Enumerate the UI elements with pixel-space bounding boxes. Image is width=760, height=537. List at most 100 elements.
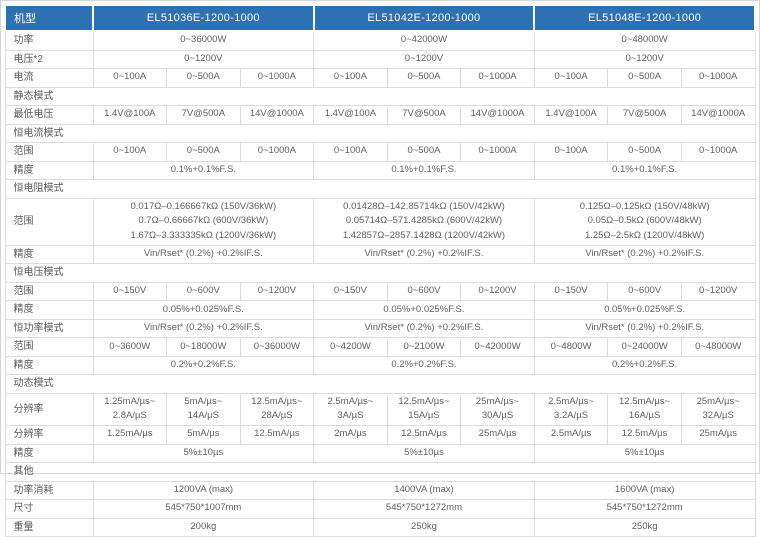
spec-value-cell: 12.5mA/µs <box>607 425 682 445</box>
row-label: 分辨率 <box>4 392 94 427</box>
table-row: 精度 0.05%+0.025%F.S. 0.05%+0.025%F.S. 0.05%+… <box>4 300 756 320</box>
spec-value-cell: 0~100A <box>313 68 388 88</box>
spec-value-cell: 0~3600W <box>92 337 168 357</box>
spec-value-cell: 0~1200V <box>92 49 315 69</box>
spec-value-cell: Vin/Rset* (0.2%) +0.2%IF.S. <box>533 318 756 339</box>
row-label: 范围 <box>4 281 94 302</box>
spec-value-cell: 0.05%+0.025%F.S. <box>92 300 315 320</box>
spec-value-cell: 0~500A <box>386 142 462 162</box>
spec-value-cell: 0.2%+0.2%F.S. <box>92 355 315 376</box>
table-row: 精度 0.2%+0.2%F.S. 0.2%+0.2%F.S. 0.2%+0.2%F.S… <box>4 355 756 376</box>
spec-value-cell: 14V@1000A <box>460 105 535 125</box>
spec-value-cell: 0~1200V <box>460 281 535 302</box>
spec-value-cell: 0~1000A <box>460 68 535 88</box>
spec-value-cell: 1.25mA/µs <box>92 425 168 445</box>
spec-value-cell: 0~100A <box>533 68 609 88</box>
spec-value-cell: 0~36000W <box>239 337 315 357</box>
row-label: 精度 <box>4 355 94 376</box>
spec-value-cell: 0~1200V <box>313 49 535 69</box>
row-label: 范围 <box>4 337 94 357</box>
spec-value-cell: 0.1%+0.1%F.S. <box>92 160 315 180</box>
spec-value-cell: 0~150V <box>313 281 388 302</box>
row-label: 电流 <box>4 68 94 88</box>
section-row: 动态模式 <box>4 374 756 394</box>
spec-value-cell: 7V@500A <box>166 105 241 125</box>
spec-value-cell: 25mA/µs~ 32A/µS <box>680 392 756 427</box>
table-row: 最低电压 1.4V@100A 7V@500A 14V@1000A 1.4V@100A 7V… <box>4 105 756 125</box>
spec-value-cell: 0~100A <box>92 68 168 88</box>
spec-value-cell: 545*750*1272mm <box>313 499 535 519</box>
spec-value-cell: 0~1000A <box>680 142 756 162</box>
spec-value-cell: 5mA/µs <box>166 425 241 445</box>
spec-value-cell: 0~100A <box>313 142 388 162</box>
spec-value-cell: 0~1000A <box>680 68 756 88</box>
section-row: 恒电流模式 <box>4 123 756 143</box>
spec-value-cell: 0~24000W <box>607 337 682 357</box>
row-label: 精度 <box>4 160 94 180</box>
row-label: 最低电压 <box>4 105 94 125</box>
spec-value-cell: 14V@1000A <box>239 105 315 125</box>
spec-value-cell: 0~1000A <box>239 142 315 162</box>
spec-value-cell: 0.1%+0.1%F.S. <box>533 160 756 180</box>
row-label: 精度 <box>4 443 94 464</box>
model-name-1: EL51036E-1200-1000 <box>92 4 315 32</box>
spec-value-cell: 0~48000W <box>680 337 756 357</box>
table-row: 精度 5%±10µs 5%±10µs 5%±10µs <box>4 443 756 464</box>
spec-value-cell: 0~4200W <box>313 337 388 357</box>
spec-value-cell: 2.5mA/µs~ 3.2A/µS <box>533 392 609 427</box>
table-row: 重量 200kg 250kg 250kg <box>4 517 756 537</box>
table-row: 精度 Vin/Rset* (0.2%) +0.2%IF.S. Vin/Rset* (… <box>4 244 756 265</box>
spec-value-cell: 0~600V <box>166 281 241 302</box>
model-name-3: EL51048E-1200-1000 <box>533 4 756 32</box>
spec-value-cell: Vin/Rset* (0.2%) +0.2%IF.S. <box>313 318 535 339</box>
spec-value-cell: 25mA/µs <box>680 425 756 445</box>
spec-value-cell: 1400VA (max) <box>313 480 535 501</box>
spec-value-cell: Vin/Rset* (0.2%) +0.2%IF.S. <box>92 244 315 265</box>
spec-value-cell: 0.125Ω–0.125kΩ (150V/48kW) 0.05Ω–0.5kΩ (… <box>533 197 756 246</box>
spec-value-cell: 0.2%+0.2%F.S. <box>313 355 535 376</box>
spec-value-cell: 1.4V@100A <box>92 105 168 125</box>
spec-table: 机型 EL51036E-1200-1000 EL51042E-1200-1000… <box>4 4 756 537</box>
section-row: 其他 <box>4 462 756 482</box>
spec-table-body: 功率 0~36000W 0~42000W 0~48000W 电压*2 0~1200V 0~1… <box>4 30 756 537</box>
spec-value-cell: 0.017Ω–0.166667kΩ (150V/36kW) 0.7Ω–0.666… <box>92 197 315 246</box>
section-label: 恒电流模式 <box>4 123 756 143</box>
spec-value-cell: Vin/Rset* (0.2%) +0.2%IF.S. <box>313 244 535 265</box>
spec-value-cell: 0~500A <box>386 68 462 88</box>
spec-value-cell: 12.5mA/µs~ 15A/µS <box>386 392 462 427</box>
table-row: 分辨率 1.25mA/µs~ 2.8A/µS 5mA/µs~ 14A/µS 12.5m… <box>4 392 756 427</box>
row-label: 范围 <box>4 142 94 162</box>
section-label: 其他 <box>4 462 756 482</box>
spec-value-cell: 200kg <box>92 517 315 537</box>
spec-value-cell: 0~600V <box>607 281 682 302</box>
spec-value-cell: 1200VA (max) <box>92 480 315 501</box>
spec-value-cell: 2.5mA/µs <box>533 425 609 445</box>
spec-value-cell: 0.2%+0.2%F.S. <box>533 355 756 376</box>
model-name-2: EL51042E-1200-1000 <box>312 4 536 32</box>
spec-value-cell: 545*750*1272mm <box>533 499 756 519</box>
section-label: 恒电压模式 <box>4 263 756 283</box>
spec-value-cell: 0~42000W <box>460 337 535 357</box>
spec-value-cell: 250kg <box>313 517 535 537</box>
table-row: 分辨率 1.25mA/µs 5mA/µs 12.5mA/µs 2mA/µs 12.5mA/… <box>4 425 756 445</box>
section-row: 恒电阻模式 <box>4 179 756 199</box>
spec-value-cell: 0~4800W <box>533 337 609 357</box>
spec-value-cell: 0~1000A <box>460 142 535 162</box>
spec-value-cell: 12.5mA/µs <box>239 425 315 445</box>
spec-value-cell: 0~1000A <box>239 68 315 88</box>
spec-value-cell: 0~100A <box>533 142 609 162</box>
spec-value-cell: 2mA/µs <box>313 425 388 445</box>
row-label: 重量 <box>4 517 94 537</box>
spec-value-cell: Vin/Rset* (0.2%) +0.2%IF.S. <box>533 244 756 265</box>
row-label: 精度 <box>4 300 94 320</box>
spec-value-cell: 0~500A <box>607 68 682 88</box>
row-label: 分辨率 <box>4 425 94 445</box>
spec-value-cell: 12.5mA/µs~ 28A/µS <box>239 392 315 427</box>
spec-value-cell: 0~1200V <box>239 281 315 302</box>
table-row: 精度 0.1%+0.1%F.S. 0.1%+0.1%F.S. 0.1%+0.1%F.S… <box>4 160 756 180</box>
spec-value-cell: 0~48000W <box>533 30 756 51</box>
spec-value-cell: 14V@1000A <box>680 105 756 125</box>
table-row: 尺寸 545*750*1007mm 545*750*1272mm 545*750*12… <box>4 499 756 519</box>
spec-value-cell: 0~150V <box>533 281 609 302</box>
